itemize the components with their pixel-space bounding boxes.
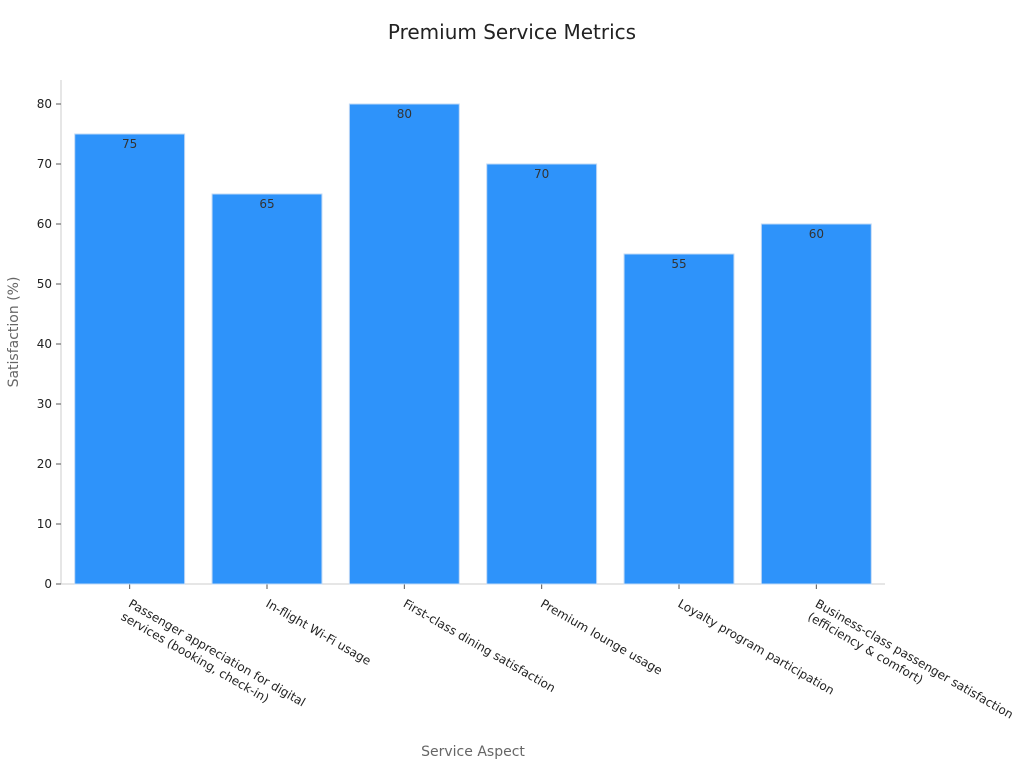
chart-title: Premium Service Metrics bbox=[387, 20, 637, 44]
bar bbox=[760, 223, 872, 585]
x-axis-title: Service Aspect bbox=[421, 744, 525, 760]
x-tick-label-line: Premium lounge usage bbox=[538, 596, 665, 677]
y-tick-label: 40 bbox=[37, 337, 52, 351]
y-tick-label: 10 bbox=[37, 517, 52, 531]
y-tick-label: 30 bbox=[37, 397, 52, 411]
x-tick-label: In-flight Wi-Fi usage bbox=[264, 596, 374, 668]
y-axis-title: Satisfaction (%) bbox=[6, 277, 22, 388]
bar-labels-group: 75 65 80 70 55 60 bbox=[122, 107, 824, 271]
x-tick-label: Business-class passenger satisfaction(ef… bbox=[805, 596, 1015, 734]
bar-value-label: 75 bbox=[122, 137, 137, 151]
bar bbox=[623, 253, 735, 585]
bar-value-label: 65 bbox=[259, 197, 274, 211]
x-tick-label: First-class dining satisfaction bbox=[401, 596, 558, 695]
bar-value-label: 55 bbox=[671, 257, 686, 271]
y-tick-label: 80 bbox=[37, 97, 52, 111]
x-tick-label-line: In-flight Wi-Fi usage bbox=[264, 596, 374, 668]
y-tick-label: 60 bbox=[37, 217, 52, 231]
x-tick-label-line: Business-class passenger satisfaction bbox=[813, 596, 1016, 721]
bar-value-label: 60 bbox=[809, 227, 824, 241]
y-tick-label: 50 bbox=[37, 277, 52, 291]
bar-value-label: 80 bbox=[397, 107, 412, 121]
x-tick-label-line: services (booking, check-in) bbox=[119, 609, 272, 705]
bar bbox=[211, 193, 323, 585]
y-tick-label: 20 bbox=[37, 457, 52, 471]
y-axis: 0 10 20 30 40 50 60 70 80 bbox=[37, 80, 62, 591]
bar bbox=[74, 133, 186, 585]
category-labels-group: Passenger appreciation for digitalservic… bbox=[119, 596, 1016, 734]
bar bbox=[486, 163, 598, 585]
x-axis bbox=[61, 583, 885, 589]
x-tick-label: Premium lounge usage bbox=[538, 596, 665, 677]
bars-group bbox=[74, 103, 872, 585]
bar-value-label: 70 bbox=[534, 167, 549, 181]
y-tick-label: 70 bbox=[37, 157, 52, 171]
bar bbox=[348, 103, 460, 585]
y-tick-label: 0 bbox=[44, 577, 52, 591]
x-tick-label-line: First-class dining satisfaction bbox=[401, 596, 558, 695]
